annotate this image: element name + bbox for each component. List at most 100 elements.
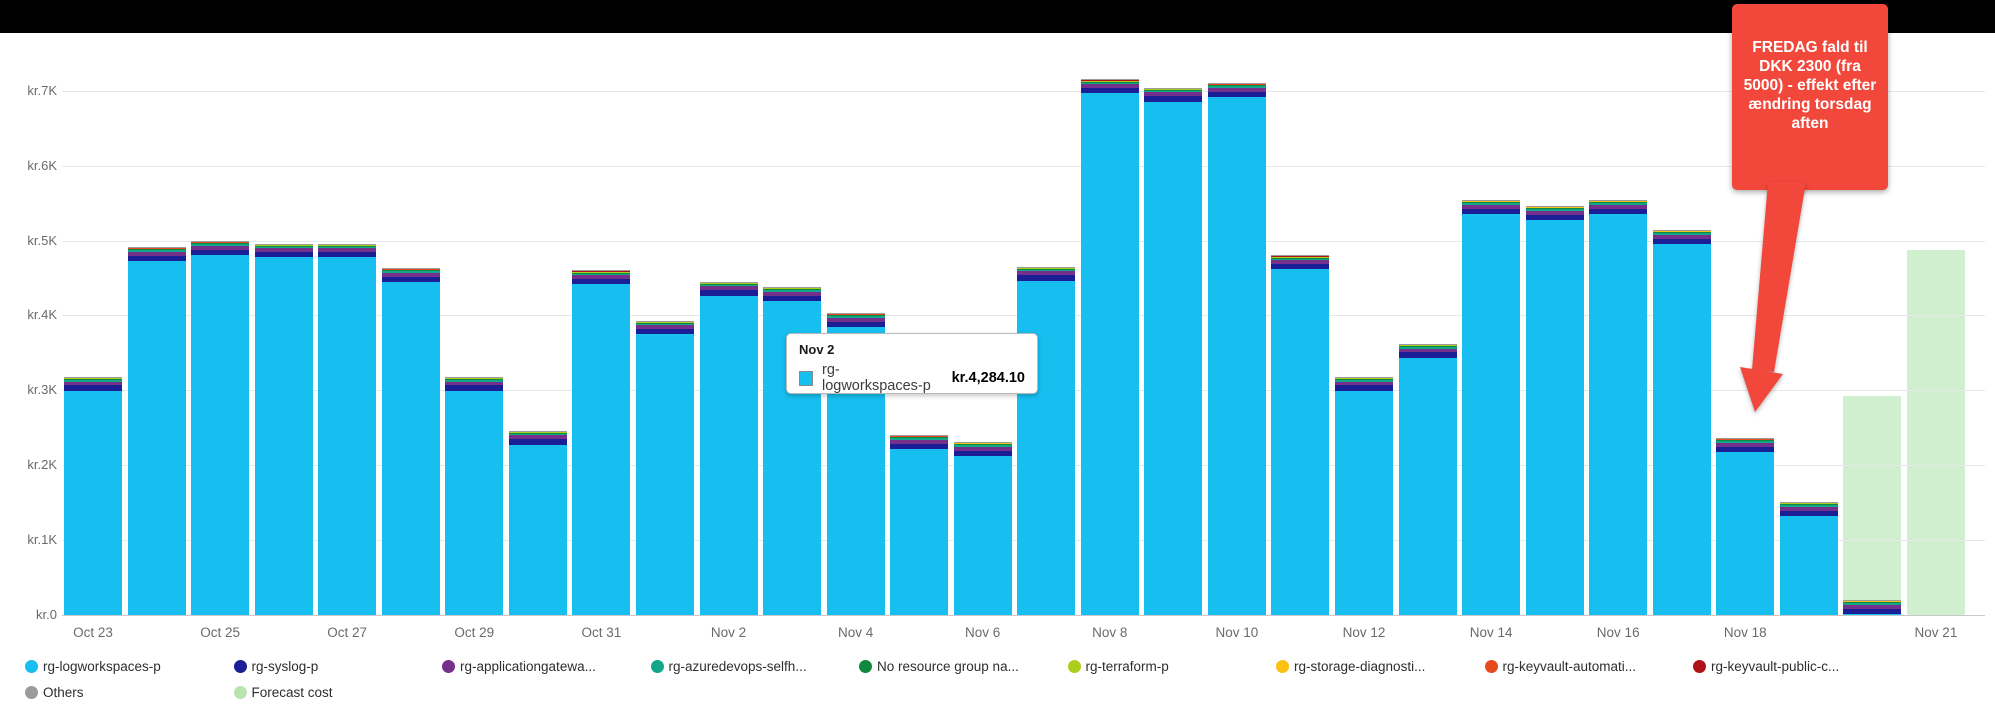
segment-rg-logworkspaces-p [890,449,949,615]
segment-rg-logworkspaces-p [381,282,440,615]
segment-rg-logworkspaces-p [572,284,631,615]
bar-oct-28[interactable] [381,268,440,615]
segment-rg-terraform-p [64,377,122,379]
bar-nov-5[interactable] [890,435,949,615]
x-axis-tick-label: Nov 16 [1596,625,1640,640]
bar-nov-6[interactable] [953,441,1012,615]
forecast-bar-nov-20[interactable] [1843,396,1902,600]
segment-rg-applicationgatewa- [127,251,186,256]
segment-rg-terraform-p [1843,601,1902,602]
x-axis-tick-label: Oct 23 [73,625,113,640]
bar-oct-27[interactable] [318,243,377,615]
segment-rg-storage-diagnosti- [381,268,440,270]
segment-rg-storage-diagnosti- [890,435,949,437]
segment-rg-azuredevops-selfh- [254,246,313,249]
segment-no-resource-group-na- [1271,257,1330,259]
bar-oct-23[interactable] [64,376,122,615]
segment-no-resource-group-na- [890,437,949,439]
legend-label: rg-storage-diagnosti... [1294,658,1426,674]
bar-nov-7[interactable] [1017,266,1076,615]
forecast-bar-nov-21[interactable] [1906,250,1965,615]
gridline [62,165,1985,167]
segment-rg-logworkspaces-p [1080,93,1139,615]
segment-rg-syslog-p [1207,91,1266,98]
segment-no-resource-group-na- [1716,440,1775,442]
bar-nov-10[interactable] [1207,83,1266,615]
segment-no-resource-group-na- [1207,85,1266,87]
legend-color-dot [650,659,664,673]
bar-oct-24[interactable] [127,247,186,615]
segment-no-resource-group-na- [572,272,631,274]
bar-nov-18[interactable] [1716,438,1775,615]
bar-nov-19[interactable] [1779,501,1838,615]
bar-nov-16[interactable] [1589,200,1648,615]
segment-rg-storage-diagnosti- [1462,200,1521,202]
segment-rg-syslog-p [890,443,949,450]
bar-oct-25[interactable] [191,241,250,615]
x-axis-tick-label: Nov 12 [1342,625,1386,640]
segment-rg-terraform-p [953,443,1012,444]
legend-item-rg-keyvault-public-c-[interactable]: rg-keyvault-public-c... [1693,658,1839,674]
segment-rg-storage-diagnosti- [1017,267,1076,268]
segment-rg-storage-diagnosti- [1525,206,1584,208]
segment-rg-logworkspaces-p [1017,280,1076,615]
segment-rg-applicationgatewa- [1462,204,1521,209]
segment-rg-storage-diagnosti- [572,270,631,272]
legend-item-rg-syslog-p[interactable]: rg-syslog-p [233,658,318,674]
bar-nov-8[interactable] [1080,79,1139,615]
segment-rg-logworkspaces-p [127,261,186,615]
legend-item-rg-azuredevops-selfh-[interactable]: rg-azuredevops-selfh... [650,658,807,674]
top-black-bar [0,0,1995,33]
legend-item-forecast-cost[interactable]: Forecast cost [233,684,333,700]
bar-nov-11[interactable] [1271,255,1330,615]
segment-rg-applicationgatewa- [381,272,440,277]
legend-item-rg-applicationgatewa-[interactable]: rg-applicationgatewa... [442,658,596,674]
segment-rg-syslog-p [127,255,186,262]
segment-rg-applicationgatewa- [445,381,504,386]
segment-rg-terraform-p [1144,88,1203,90]
bar-nov-14[interactable] [1462,200,1521,615]
legend-item-rg-terraform-p[interactable]: rg-terraform-p [1067,658,1169,674]
bar-oct-31[interactable] [572,270,631,615]
segment-rg-azuredevops-selfh- [1398,346,1457,349]
bar-oct-26[interactable] [254,243,313,615]
segment-rg-terraform-p [1017,267,1076,269]
bar-oct-29[interactable] [445,376,504,615]
bar-nov-9[interactable] [1144,87,1203,615]
legend-item-others[interactable]: Others [25,684,84,700]
bar-nov-20[interactable] [1843,600,1902,615]
bar-nov-17[interactable] [1652,230,1711,615]
segment-rg-terraform-p [699,282,758,284]
segment-rg-applicationgatewa- [1716,442,1775,447]
x-axis-tick-label: Nov 18 [1723,625,1767,640]
segment-rg-storage-diagnosti- [1716,438,1775,440]
legend-item-rg-storage-diagnosti-[interactable]: rg-storage-diagnosti... [1276,658,1425,674]
x-axis-tick-label: Nov 10 [1215,625,1259,640]
segment-rg-azuredevops-selfh- [1080,82,1139,85]
x-axis-line [62,615,1985,616]
segment-rg-azuredevops-selfh- [1779,504,1838,507]
y-axis-tick-label: kr.0 [36,607,57,622]
legend-item-rg-logworkspaces-p[interactable]: rg-logworkspaces-p [25,658,161,674]
bar-nov-13[interactable] [1398,343,1457,615]
x-axis-tick-label: Nov 14 [1469,625,1513,640]
segment-rg-syslog-p [1589,208,1648,214]
bar-oct-30[interactable] [508,430,567,615]
segment-rg-terraform-p [445,377,504,379]
segment-no-resource-group-na- [191,243,250,245]
segment-rg-syslog-p [1017,275,1076,281]
legend-item-no-resource-group-na-[interactable]: No resource group na... [859,658,1019,674]
segment-rg-logworkspaces-p [1525,219,1584,615]
y-axis-tick-label: kr.7K [27,82,57,98]
bar-nov-15[interactable] [1525,206,1584,615]
segment-rg-logworkspaces-p [1271,269,1330,615]
legend-color-dot [233,685,247,699]
bar-nov-2[interactable] [699,281,758,615]
segment-no-resource-group-na- [64,378,122,380]
segment-no-resource-group-na- [1144,89,1203,91]
segment-rg-terraform-p [826,314,885,316]
legend-item-rg-keyvault-automati-[interactable]: rg-keyvault-automati... [1484,658,1636,674]
bar-nov-12[interactable] [1335,376,1393,615]
legend-color-dot [25,659,38,673]
bar-nov-1[interactable] [635,320,694,615]
